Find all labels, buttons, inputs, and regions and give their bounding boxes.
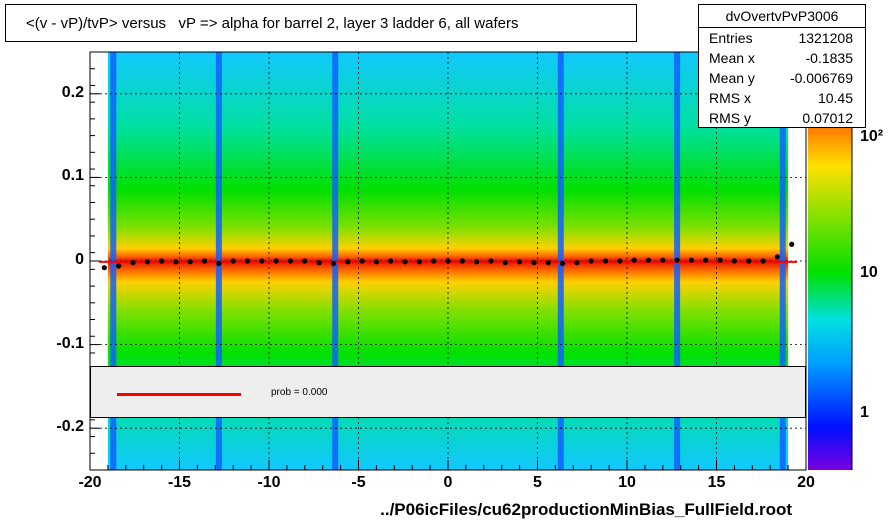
profile-point [459,258,465,264]
stats-row-rms-x: RMS x 10.45 [709,90,853,106]
profile-point [574,260,580,266]
profile-point [287,258,294,264]
chart-title: <(v - vP)/tvP> versus vP => alpha for ba… [26,15,519,32]
stats-row-entries: Entries 1321208 [709,30,853,46]
profile-point [316,260,322,266]
profile-point [101,265,107,271]
profile-point [746,258,752,264]
profile-point [416,259,422,265]
stats-row-mean-y: Mean y -0.006769 [709,70,853,86]
legend-box: prob = 0.000 [90,366,806,418]
profile-point [201,258,208,264]
profile-point [631,257,637,263]
profile-point [330,260,337,267]
x-tick-label: 20 [797,474,815,491]
profile-point [373,259,379,265]
stats-name: dvOvertvPvP3006 [699,5,865,28]
profile-point [345,259,351,265]
x-tick-label: -5 [351,474,366,491]
profile-point [244,258,251,264]
profile-point [517,259,523,265]
profile-point [617,258,623,264]
x-tick-label: 10 [618,474,636,491]
profile-point [688,257,695,263]
x-tick-label: 15 [707,474,726,491]
profile-point [488,258,494,264]
profile-point [359,258,365,264]
y-tick-label: -0.1 [56,334,84,352]
profile-point [588,258,594,264]
profile-point [216,260,222,267]
profile-point [774,254,780,260]
footer-filename: ../P06icFiles/cu62productionMinBias_Full… [380,500,792,519]
profile-point [502,260,508,266]
profile-point [144,259,150,265]
profile-point [602,258,609,264]
color-scale-bar [808,112,852,470]
y-tick-label: 0.2 [61,83,84,101]
y-tick-label: -0.2 [56,418,84,436]
y-tick-label: 0 [75,251,84,268]
profile-point [531,260,537,266]
profile-point [173,259,179,265]
profile-point [130,260,136,266]
y-tick-label: 0.1 [61,167,84,185]
profile-point [302,258,308,264]
z-tick-label: 10² [860,128,884,145]
title-box: <(v - vP)/tvP> versus vP => alpha for ba… [5,4,637,42]
profile-point [660,257,666,263]
profile-point [545,260,551,266]
stats-row-rms-y: RMS y 0.07012 [709,110,853,126]
profile-point [703,257,709,263]
profile-point [230,258,236,264]
x-tick-label: 5 [533,474,542,491]
x-tick-label: 0 [443,474,453,491]
profile-point [717,257,723,263]
profile-point [760,258,766,264]
z-tick-label: 10 [860,264,878,281]
profile-point [273,258,279,264]
profile-point [259,258,265,264]
profile-point [674,257,680,263]
x-tick-label: -15 [167,474,192,491]
stats-box: dvOvertvPvP3006 Entries 1321208 Mean x -0.… [698,4,866,128]
profile-point [789,241,795,247]
stats-row-mean-x: Mean x -0.1835 [709,50,853,66]
legend-fit-label: prob = 0.000 [271,387,328,398]
profile-point [388,258,394,264]
z-tick-label: 1 [860,404,869,421]
profile-point [402,259,408,265]
legend-fit-line [117,393,241,396]
profile-point [431,258,437,264]
profile-point [445,258,451,264]
profile-point [731,258,738,264]
profile-point [474,259,480,265]
profile-point [116,263,122,269]
profile-point [159,258,165,264]
x-tick-label: -10 [257,474,281,491]
profile-point [559,260,566,267]
x-tick-label: -20 [78,474,102,491]
profile-point [645,257,652,263]
profile-point [187,259,193,265]
